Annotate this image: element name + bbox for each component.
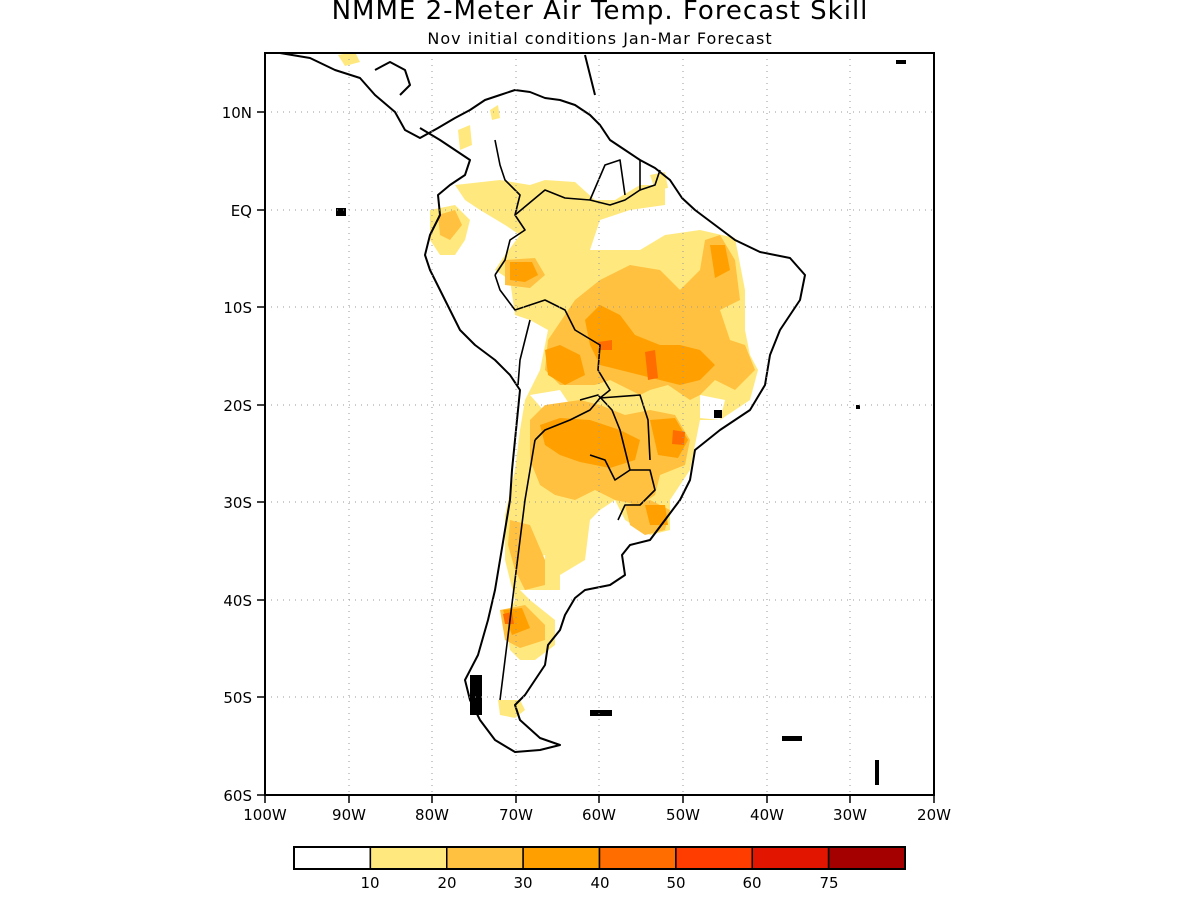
colorbar-label: 40 — [590, 874, 609, 892]
y-tick-label: 50S — [223, 689, 252, 707]
country-borders — [494, 139, 661, 701]
colorbar-box — [827, 846, 906, 870]
y-tick-label: 40S — [223, 592, 252, 610]
page-title: NMME 2-Meter Air Temp. Forecast Skill — [331, 0, 869, 26]
colorbar-box — [369, 846, 448, 870]
x-tick-label: 100W — [243, 806, 287, 824]
grid-lines — [265, 53, 934, 795]
colorbar-label: 50 — [666, 874, 685, 892]
colorbar-box — [675, 846, 753, 870]
islands — [336, 60, 906, 785]
y-tick-label: 30S — [223, 494, 252, 512]
y-tick-label: EQ — [231, 202, 252, 220]
y-tick-label: 10N — [222, 104, 252, 122]
x-tick-label: 90W — [332, 806, 366, 824]
colorbar-label: 10 — [360, 874, 379, 892]
colorbar: 10 20 30 40 50 60 75 — [293, 846, 906, 892]
y-tick-label: 20S — [223, 397, 252, 415]
colorbar-label: 20 — [437, 874, 456, 892]
colorbar-box — [598, 846, 677, 870]
colorbar-label: 75 — [819, 874, 838, 892]
colorbar-boxes — [293, 846, 906, 870]
x-tick-label: 40W — [750, 806, 784, 824]
y-tick-label: 10S — [223, 299, 252, 317]
colorbar-label: 30 — [513, 874, 532, 892]
x-axis-labels: 100W 90W 80W 70W 60W 50W 40W 30W 20W — [243, 806, 951, 824]
colorbar-box — [522, 846, 601, 870]
tick-marks — [257, 111, 935, 803]
colorbar-frame — [293, 846, 906, 870]
colorbar-label: 60 — [742, 874, 761, 892]
x-tick-label: 20W — [917, 806, 951, 824]
colorbar-box — [446, 846, 524, 870]
colorbar-box — [751, 846, 830, 870]
x-tick-label: 30W — [833, 806, 867, 824]
y-tick-label: 60S — [223, 787, 252, 805]
x-tick-label: 60W — [582, 806, 616, 824]
colorbar-box — [293, 846, 372, 870]
x-tick-label: 50W — [666, 806, 700, 824]
x-tick-label: 80W — [415, 806, 449, 824]
coastline — [279, 52, 806, 753]
x-tick-label: 70W — [499, 806, 533, 824]
y-axis-labels: 10N EQ 10S 20S 30S 40S 50S 60S — [222, 104, 252, 805]
page-subtitle: Nov initial conditions Jan-Mar Forecast — [427, 29, 773, 48]
